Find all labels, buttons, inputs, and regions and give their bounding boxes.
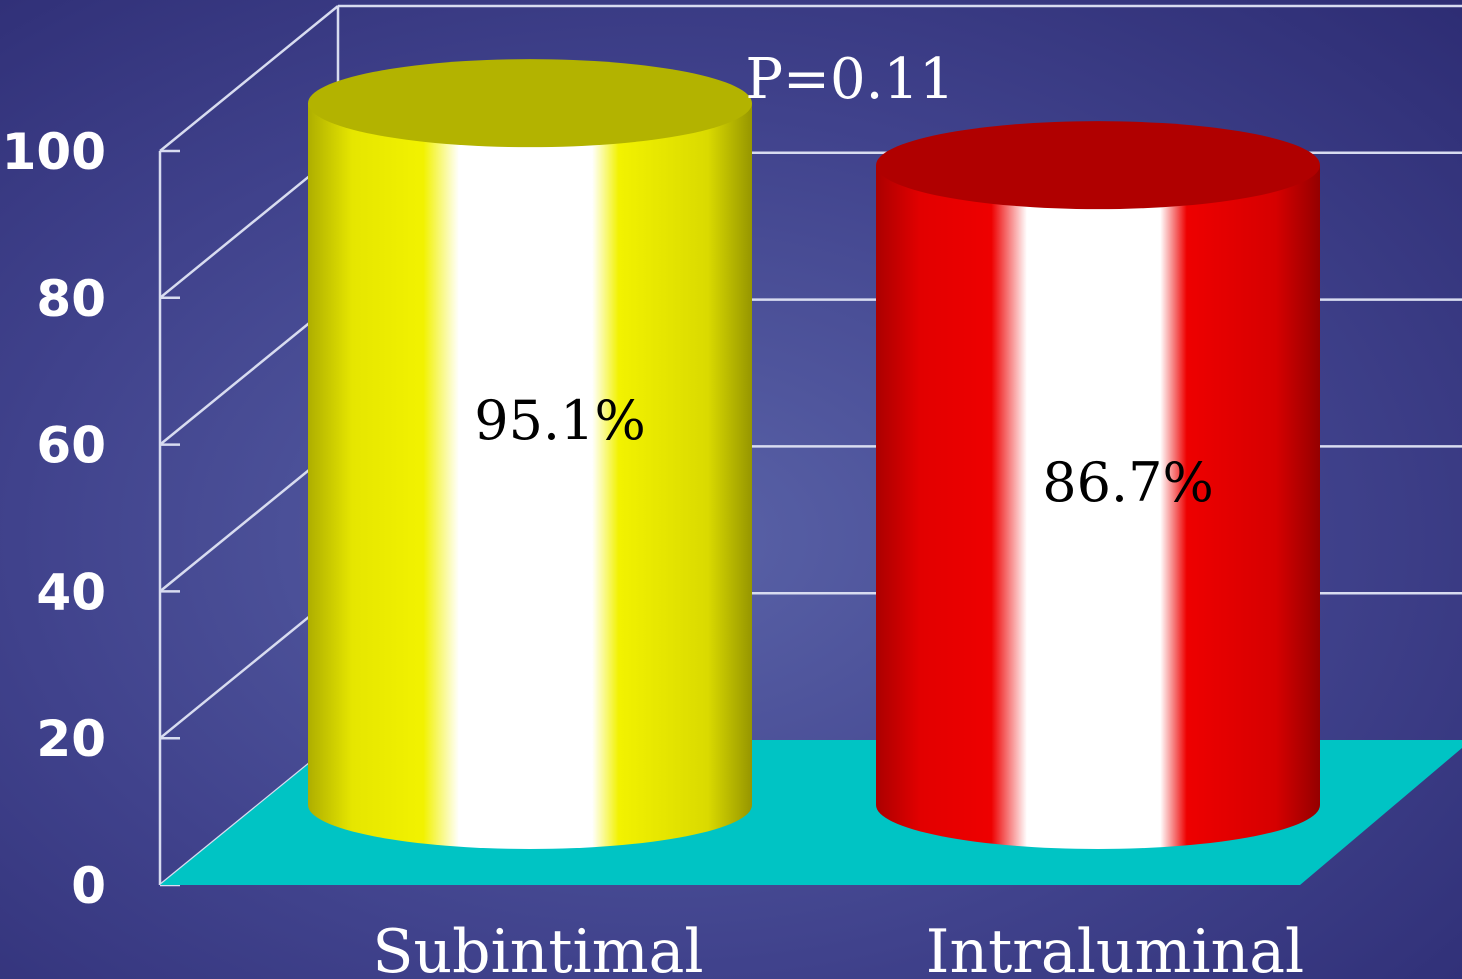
data-label: 86.7% [1042, 451, 1214, 514]
x-tick-label: Subintimal [372, 917, 703, 979]
bar-intraluminal: 86.7% [876, 121, 1320, 850]
y-tick-label: 60 [36, 417, 106, 475]
bar-top [876, 121, 1320, 210]
y-tick-label: 0 [71, 857, 106, 915]
bar-subintimal: 95.1% [308, 59, 752, 850]
y-tick-label: 80 [36, 270, 106, 328]
p-value-annotation: P=0.11 [745, 47, 954, 112]
bar-body [308, 103, 752, 850]
bar-body [876, 165, 1320, 850]
x-tick-label: Intraluminal [926, 917, 1304, 979]
y-tick-label: 100 [2, 123, 106, 181]
side-gridline [159, 5, 339, 152]
data-label: 95.1% [474, 389, 646, 452]
y-tick-label: 20 [36, 710, 106, 768]
y-tick-label: 40 [36, 563, 106, 621]
bar-top [308, 59, 752, 148]
